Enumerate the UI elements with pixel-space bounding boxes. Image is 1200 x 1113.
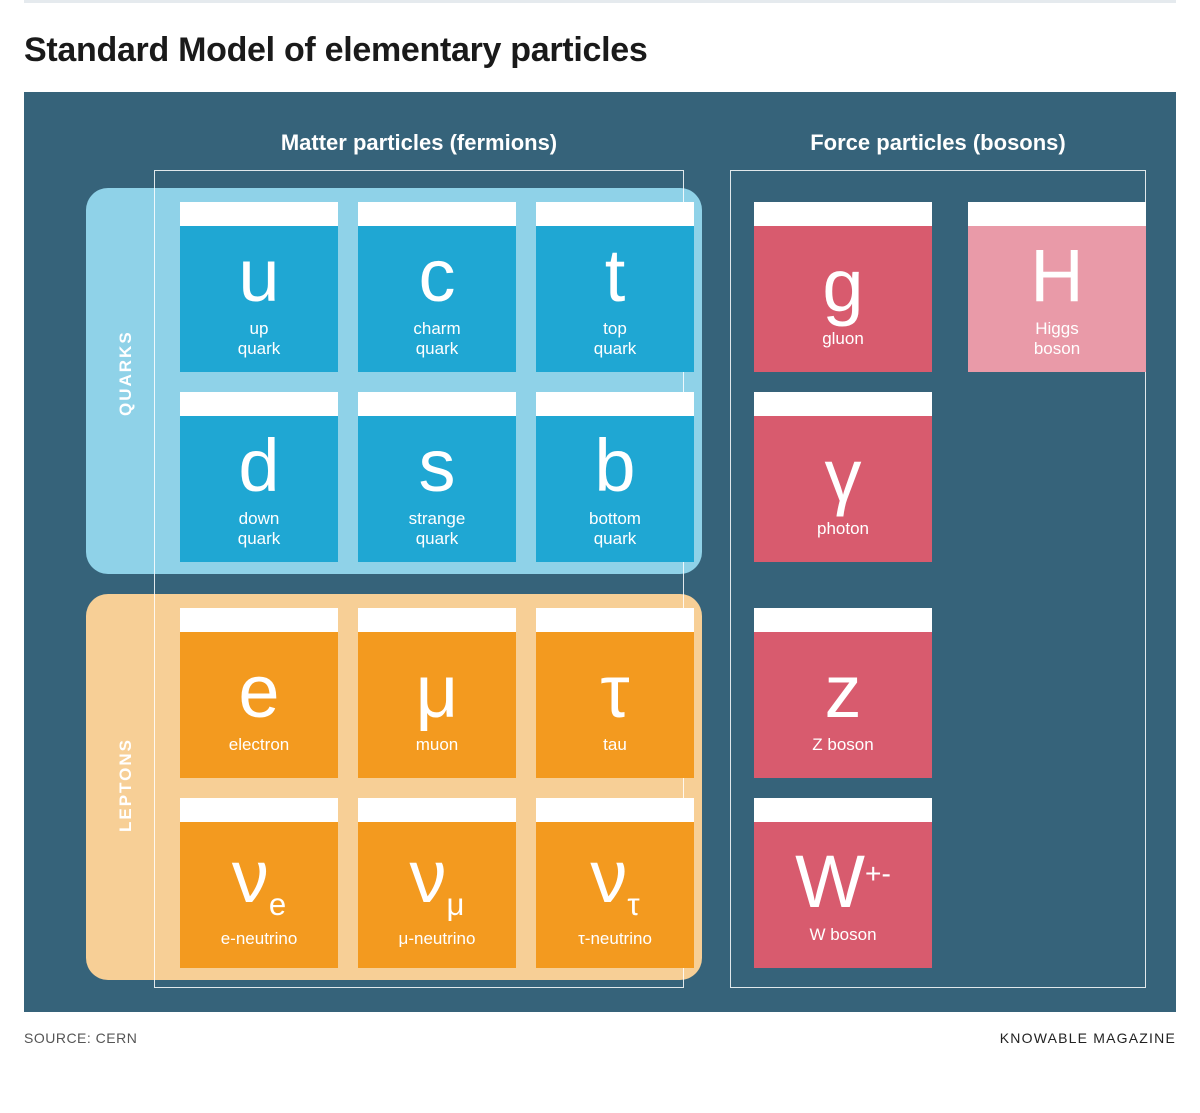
tile-cap xyxy=(754,798,932,822)
tile-label: tau xyxy=(603,735,627,755)
page-title: Standard Model of elementary particles xyxy=(24,31,1176,70)
tile-cap xyxy=(358,202,516,226)
tile-cap xyxy=(536,608,694,632)
tile-quark-s: s strange quark xyxy=(358,392,516,562)
tile-body: d down quark xyxy=(180,416,338,562)
tile-quark-u: u up quark xyxy=(180,202,338,372)
tile-label: top quark xyxy=(594,319,637,360)
tile-symbol: t xyxy=(605,239,626,313)
tile-boson-γ: γ photon xyxy=(754,392,932,562)
tile-cap xyxy=(358,608,516,632)
tile-label: τ-neutrino xyxy=(578,929,652,949)
tile-symbol: z xyxy=(825,655,862,729)
tile-label: electron xyxy=(229,735,289,755)
tile-body: e electron xyxy=(180,632,338,778)
tile-body: g gluon xyxy=(754,226,932,372)
tile-body: u up quark xyxy=(180,226,338,372)
tile-label: down quark xyxy=(238,509,281,550)
tile-cap xyxy=(358,392,516,416)
tile-quark-d: d down quark xyxy=(180,392,338,562)
tile-symbol: g xyxy=(822,249,863,323)
tile-quark-t: t top quark xyxy=(536,202,694,372)
tile-symbol: W+- xyxy=(795,845,891,919)
tile-body: H Higgs boson xyxy=(968,226,1146,372)
tile-symbol: μ xyxy=(416,655,459,729)
tile-symbol: e xyxy=(238,655,279,729)
tile-symbol: u xyxy=(238,239,279,313)
tile-symbol: νμ xyxy=(410,840,465,923)
tile-label: photon xyxy=(817,519,869,539)
tile-neutrino-μ: νμ μ-neutrino xyxy=(358,798,516,968)
tile-body: c charm quark xyxy=(358,226,516,372)
tile-boson-W: W+- W boson xyxy=(754,798,932,968)
tile-label: Z boson xyxy=(812,735,873,755)
tile-cap xyxy=(754,608,932,632)
tile-symbol: H xyxy=(1030,239,1083,313)
tile-neutrino-τ: ντ τ-neutrino xyxy=(536,798,694,968)
tile-body: W+- W boson xyxy=(754,822,932,968)
top-rule xyxy=(24,0,1176,3)
tile-cap xyxy=(358,798,516,822)
tile-symbol: s xyxy=(419,429,456,503)
fermions-header: Matter particles (fermions) xyxy=(154,130,684,156)
tile-symbol: b xyxy=(594,429,635,503)
quarks-label: QUARKS xyxy=(116,330,136,416)
tile-boson-z: z Z boson xyxy=(754,608,932,778)
tile-body: z Z boson xyxy=(754,632,932,778)
tile-body: ντ τ-neutrino xyxy=(536,822,694,968)
tile-cap xyxy=(180,798,338,822)
tile-label: W boson xyxy=(809,925,876,945)
tile-label: up quark xyxy=(238,319,281,360)
tile-cap xyxy=(536,798,694,822)
tile-cap xyxy=(180,202,338,226)
tile-cap xyxy=(968,202,1146,226)
tile-cap xyxy=(754,202,932,226)
tile-label: Higgs boson xyxy=(1034,319,1080,360)
diagram-panel: Matter particles (fermions) Force particl… xyxy=(24,92,1176,1012)
tile-body: μ muon xyxy=(358,632,516,778)
leptons-label: LEPTONS xyxy=(116,738,136,832)
tile-symbol: γ xyxy=(825,439,862,513)
tile-label: e-neutrino xyxy=(221,929,298,949)
tile-symbol: τ xyxy=(600,655,629,729)
tile-cap xyxy=(180,608,338,632)
tile-symbol: c xyxy=(419,239,456,313)
tile-body: τ tau xyxy=(536,632,694,778)
tile-label: charm quark xyxy=(413,319,460,360)
tile-symbol: ντ xyxy=(590,840,639,923)
footer: SOURCE: CERN KNOWABLE MAGAZINE xyxy=(24,1030,1176,1046)
tile-body: νe e-neutrino xyxy=(180,822,338,968)
tile-higgs: H Higgs boson xyxy=(968,202,1146,372)
tile-lepton-τ: τ tau xyxy=(536,608,694,778)
tile-lepton-e: e electron xyxy=(180,608,338,778)
tile-label: strange quark xyxy=(409,509,466,550)
tile-symbol: d xyxy=(238,429,279,503)
tile-body: b bottom quark xyxy=(536,416,694,562)
tile-cap xyxy=(754,392,932,416)
tile-body: γ photon xyxy=(754,416,932,562)
tile-lepton-μ: μ muon xyxy=(358,608,516,778)
tile-label: μ-neutrino xyxy=(399,929,476,949)
tile-label: bottom quark xyxy=(589,509,641,550)
credit-label: KNOWABLE MAGAZINE xyxy=(1000,1030,1176,1046)
tile-label: muon xyxy=(416,735,459,755)
tile-body: t top quark xyxy=(536,226,694,372)
tile-quark-c: c charm quark xyxy=(358,202,516,372)
tile-boson-g: g gluon xyxy=(754,202,932,372)
source-label: SOURCE: CERN xyxy=(24,1030,137,1046)
tile-symbol: νe xyxy=(232,840,286,923)
tile-cap xyxy=(536,202,694,226)
tile-body: s strange quark xyxy=(358,416,516,562)
tile-quark-b: b bottom quark xyxy=(536,392,694,562)
tile-cap xyxy=(180,392,338,416)
tile-body: νμ μ-neutrino xyxy=(358,822,516,968)
bosons-header: Force particles (bosons) xyxy=(730,130,1146,156)
tile-neutrino-e: νe e-neutrino xyxy=(180,798,338,968)
tile-label: gluon xyxy=(822,329,864,349)
tile-cap xyxy=(536,392,694,416)
